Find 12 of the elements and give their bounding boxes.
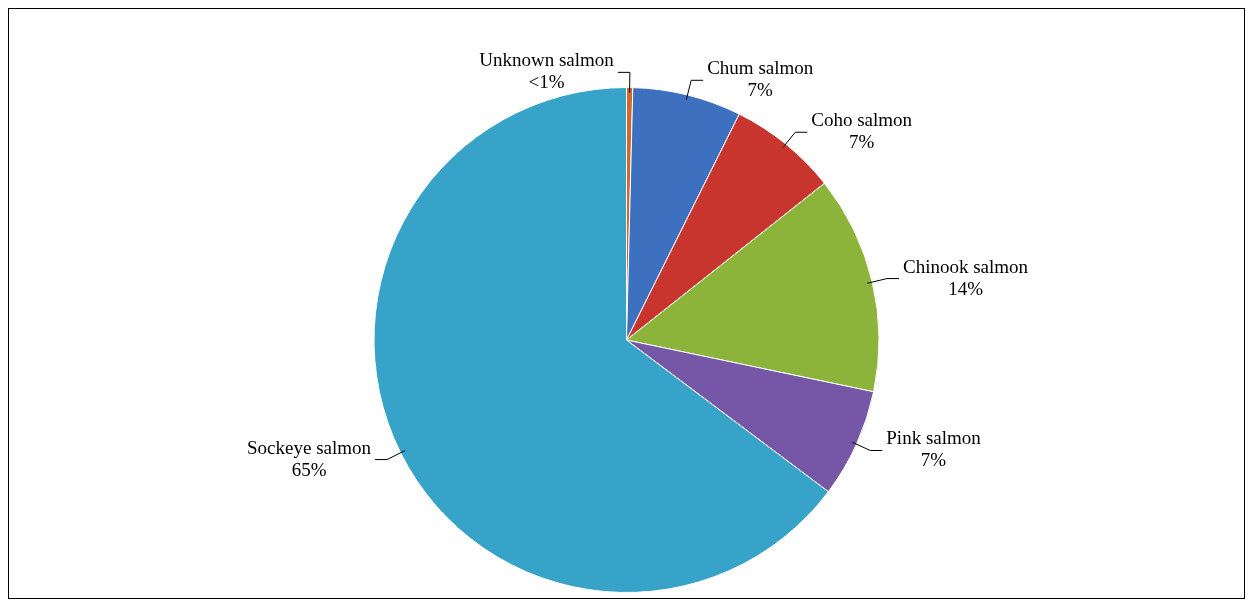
slice-label: Unknown salmon [479,49,615,71]
data-label: 65% [291,458,327,480]
data-label: 7% [920,449,947,471]
data-label: <1% [528,71,565,93]
slice-label: Coho salmon [811,109,913,131]
slice-label: Chinook salmon [903,255,1029,277]
slice-label: Sockeye salmon [247,436,372,458]
slice-label: Chum salmon [707,57,814,79]
data-label: 14% [948,277,984,299]
slice-label: Pink salmon [886,427,982,449]
data-label: 7% [747,79,774,101]
data-label: 7% [848,131,875,153]
